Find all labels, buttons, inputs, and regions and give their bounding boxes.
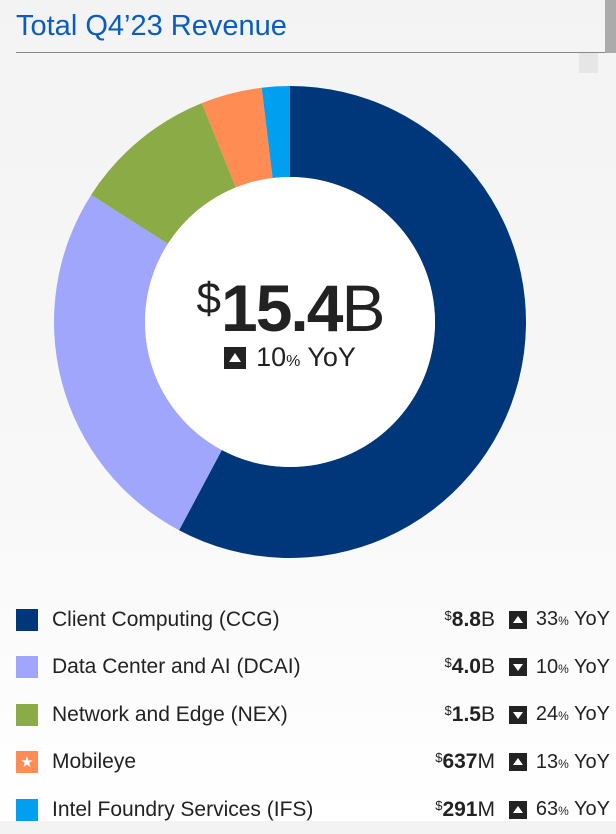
amount: 8.8 xyxy=(451,607,481,631)
triangle-up-icon xyxy=(224,346,247,369)
title-divider xyxy=(16,52,605,53)
legend-label: Network and Edge (NEX) xyxy=(52,702,288,726)
legend-item: Intel Foundry Services (IFS) $291M 63% Y… xyxy=(16,786,610,834)
donut-center: $15.4B 10% YoY xyxy=(145,270,435,373)
star-icon: ★ xyxy=(16,751,38,774)
legend-swatch xyxy=(16,656,38,679)
change: 63 xyxy=(535,798,559,821)
currency-symbol: $ xyxy=(435,750,443,766)
change: 10 xyxy=(535,655,559,678)
amount: 4.0 xyxy=(451,655,481,679)
segment-yoy: 13% YoY xyxy=(508,750,610,774)
percent-sign: % xyxy=(558,661,569,676)
currency-symbol: $ xyxy=(435,797,443,813)
currency-symbol: $ xyxy=(444,607,452,623)
triangle-up-icon xyxy=(508,753,527,772)
yoy-label: YoY xyxy=(574,608,610,631)
total-change: 10 xyxy=(256,342,287,372)
donut-slice-2 xyxy=(91,103,236,244)
legend-item: ★ Mobileye $637M 13% YoY xyxy=(16,739,610,787)
donut-hole xyxy=(145,177,435,467)
donut-slice-3 xyxy=(201,87,273,188)
segment-revenue: $1.5B xyxy=(445,703,495,727)
amount: 1.5 xyxy=(451,702,481,726)
segment-yoy: 10% YoY xyxy=(508,655,610,679)
triangle-up-icon xyxy=(508,800,527,819)
change: 24 xyxy=(535,703,559,726)
segment-revenue: $8.8B xyxy=(445,608,495,632)
triangle-up-icon xyxy=(508,610,527,629)
legend-item: Data Center and AI (DCAI) $4.0B 10% YoY xyxy=(16,644,610,692)
legend-label: Mobileye xyxy=(52,750,137,774)
unit: B xyxy=(480,607,495,631)
yoy-label: YoY xyxy=(574,703,610,726)
legend-swatch xyxy=(16,798,38,821)
triangle-down-icon xyxy=(508,658,527,677)
legend-item: Network and Edge (NEX) $1.5B 24% YoY xyxy=(16,691,610,739)
donut-slice-0 xyxy=(179,86,527,558)
segment-revenue: $291M xyxy=(435,798,495,822)
total-revenue: $15.4B xyxy=(145,270,435,346)
segment-yoy: 33% YoY xyxy=(508,608,610,631)
unit: M xyxy=(477,750,496,774)
segment-revenue: $4.0B xyxy=(445,655,495,679)
total-yoy: 10% YoY xyxy=(145,342,435,373)
segment-yoy: 24% YoY xyxy=(508,703,610,726)
percent-sign: % xyxy=(558,709,569,724)
legend-label: Client Computing (CCG) xyxy=(52,607,280,631)
total-value: 15.4 xyxy=(220,271,343,345)
page-title: Total Q4’23 Revenue xyxy=(16,10,287,42)
donut-chart xyxy=(54,86,527,558)
unit: M xyxy=(477,797,496,821)
percent-sign: % xyxy=(558,614,569,629)
percent-sign: % xyxy=(286,353,301,370)
legend-swatch xyxy=(16,703,38,726)
yoy-label: YoY xyxy=(574,655,610,678)
yoy-label: YoY xyxy=(574,798,610,821)
unit: B xyxy=(480,702,495,726)
legend-item: Client Computing (CCG) $8.8B 33% YoY xyxy=(16,596,610,644)
amount: 637 xyxy=(442,750,478,774)
total-unit: B xyxy=(341,271,385,345)
scroll-handle[interactable] xyxy=(579,53,598,73)
segment-yoy: 63% YoY xyxy=(508,798,610,821)
legend: Client Computing (CCG) $8.8B 33% YoY Dat… xyxy=(16,596,610,834)
unit: B xyxy=(480,655,495,679)
amount: 291 xyxy=(442,797,478,821)
percent-sign: % xyxy=(558,756,569,771)
percent-sign: % xyxy=(558,804,569,819)
donut-slice-1 xyxy=(54,194,222,531)
segment-revenue: $637M xyxy=(435,750,495,774)
change: 13 xyxy=(535,750,559,773)
donut-slice-4 xyxy=(261,86,290,179)
currency-symbol: $ xyxy=(444,655,452,671)
legend-label: Intel Foundry Services (IFS) xyxy=(52,797,314,821)
change: 33 xyxy=(535,608,559,631)
currency-symbol: $ xyxy=(444,702,452,718)
scrollbar[interactable] xyxy=(605,0,616,53)
legend-swatch xyxy=(16,608,38,631)
legend-label: Data Center and AI (DCAI) xyxy=(52,655,301,679)
yoy-label: YoY xyxy=(574,750,610,773)
currency-symbol: $ xyxy=(196,274,221,323)
triangle-down-icon xyxy=(508,705,527,724)
yoy-label: YoY xyxy=(307,342,356,372)
